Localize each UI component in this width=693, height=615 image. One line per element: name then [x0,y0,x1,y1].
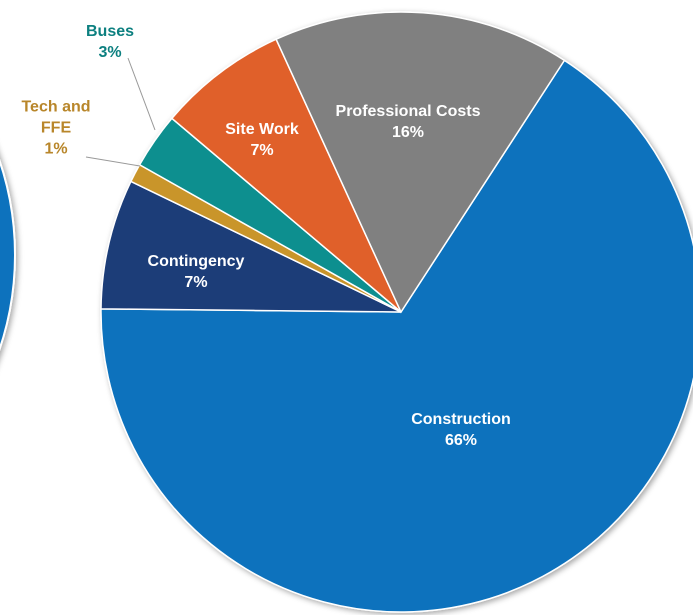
value-label: 3% [98,44,122,61]
slice [100,59,693,613]
slices [100,11,693,613]
value-label: 16% [391,124,425,141]
category-label: Professional Costs [335,103,481,120]
value-label: 7% [184,274,208,291]
category-label: Contingency [147,253,245,270]
value-label: 7% [250,142,274,159]
category-label: Site Work [225,121,299,138]
value-label: 1% [44,140,68,158]
slice-label: Buses 3% [86,21,134,63]
slice-label: Construction 66% [411,409,511,451]
leader-line [127,57,156,131]
category-label: Construction [411,411,511,428]
slice [170,38,402,313]
adjacent-pie [0,159,16,351]
slice [100,180,402,313]
slice-label: Contingency 7% [148,251,245,293]
value-label: 66% [444,432,478,449]
slice-label: Site Work 7% [225,119,299,161]
slice-label: Tech and FFE 1% [16,97,96,160]
slice-label: Professional Costs 16% [336,101,481,143]
leader-line [85,156,141,167]
slice [275,11,566,314]
category-label: Tech and FFE [21,98,91,137]
category-label: Buses [85,23,135,40]
